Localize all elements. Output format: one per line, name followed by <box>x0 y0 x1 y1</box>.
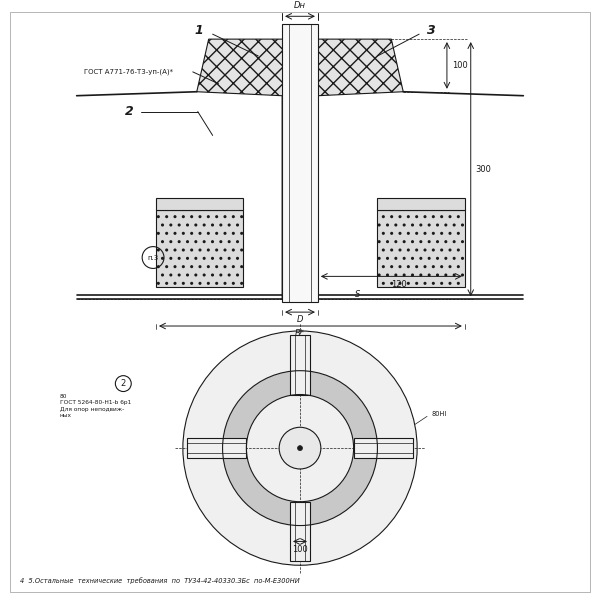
Bar <box>290 335 310 395</box>
Text: 300: 300 <box>476 164 491 173</box>
Bar <box>187 438 247 458</box>
Text: Dн: Dн <box>294 1 306 10</box>
Circle shape <box>298 446 302 451</box>
Bar <box>290 502 310 561</box>
Text: 80
ГОСТ 5264-80-Н1-b 6р1
Для опор неподвиж-
ных: 80 ГОСТ 5264-80-Н1-b 6р1 Для опор неподв… <box>60 394 131 418</box>
Polygon shape <box>197 39 403 299</box>
Text: 80Нl: 80Нl <box>431 412 446 418</box>
Text: B*: B* <box>295 329 305 338</box>
Text: D: D <box>297 315 303 324</box>
Text: S: S <box>355 290 360 299</box>
Bar <box>156 198 244 210</box>
Text: 2: 2 <box>121 379 126 388</box>
Circle shape <box>279 427 321 469</box>
Bar <box>377 210 465 287</box>
Text: 2: 2 <box>125 105 134 118</box>
Bar <box>377 198 465 210</box>
Bar <box>353 438 413 458</box>
Text: 1: 1 <box>194 23 203 37</box>
Text: 100: 100 <box>292 545 308 554</box>
Text: ГОСТ А771-76-Т3-уп-(А)*: ГОСТ А771-76-Т3-уп-(А)* <box>83 68 173 75</box>
Polygon shape <box>223 371 377 526</box>
Circle shape <box>183 331 417 565</box>
Bar <box>282 24 318 302</box>
Text: п.3: п.3 <box>148 254 159 260</box>
Bar <box>156 210 244 287</box>
Text: 120: 120 <box>391 280 407 289</box>
Text: 3: 3 <box>427 23 436 37</box>
Text: 4  5.Остальные  технические  требования  по  ТУ34-42-40330.ЗБс  по-М-Е300НИ: 4 5.Остальные технические требования по … <box>20 577 300 584</box>
Text: 100: 100 <box>452 61 467 70</box>
